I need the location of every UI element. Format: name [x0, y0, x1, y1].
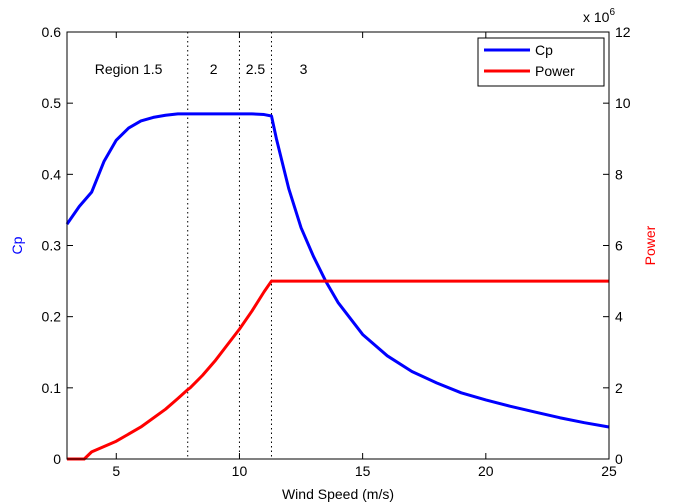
y-right-tick-label: 8: [615, 166, 623, 182]
y-left-tick-label: 0.2: [42, 309, 62, 325]
series-line-power: [67, 279, 609, 461]
y-right-tick-label: 4: [615, 309, 623, 325]
region-label: 3: [300, 61, 308, 77]
y-left-tick-label: 0.3: [42, 238, 62, 254]
y-right-tick-label: 12: [615, 24, 631, 40]
y-left-tick-label: 0.4: [42, 166, 62, 182]
right-axis-exponent: x 106: [583, 7, 615, 25]
y-left-tick-label: 0.5: [42, 95, 62, 111]
right-axis-exponent-power: 6: [609, 7, 615, 18]
y-axis-right-label: Power: [642, 225, 658, 265]
x-tick-label: 25: [601, 463, 617, 479]
legend-label-power: Power: [535, 63, 575, 79]
x-tick-label: 5: [112, 463, 120, 479]
right-axis-exponent-base: x 10: [583, 9, 610, 25]
region-label: 2.5: [246, 61, 266, 77]
y-left-tick-label: 0.6: [42, 24, 62, 40]
plot-area-frame: [66, 31, 610, 460]
x-tick-label: 15: [355, 463, 371, 479]
y-right-tick-label: 2: [615, 380, 623, 396]
y-right-tick-label: 0: [615, 451, 623, 467]
legend: Cp Power: [477, 37, 605, 87]
y-left-tick-label: 0.1: [42, 380, 62, 396]
y-axis-left-label: Cp: [9, 236, 25, 254]
y-left-tick-label: 0: [53, 451, 61, 467]
y-right-tick-label: 10: [615, 95, 631, 111]
region-label: Region 1.5: [95, 61, 163, 77]
region-label: 2: [210, 61, 218, 77]
legend-label-cp: Cp: [535, 42, 553, 58]
x-tick-label: 20: [478, 463, 494, 479]
legend-box: [477, 37, 605, 87]
y-right-tick-label: 6: [615, 238, 623, 254]
plot-content: Region 1.5 2 2.5 3: [65, 32, 610, 461]
x-tick-label: 10: [232, 463, 248, 479]
x-axis-label: Wind Speed (m/s): [282, 486, 394, 502]
series-line-cp: [65, 112, 610, 429]
